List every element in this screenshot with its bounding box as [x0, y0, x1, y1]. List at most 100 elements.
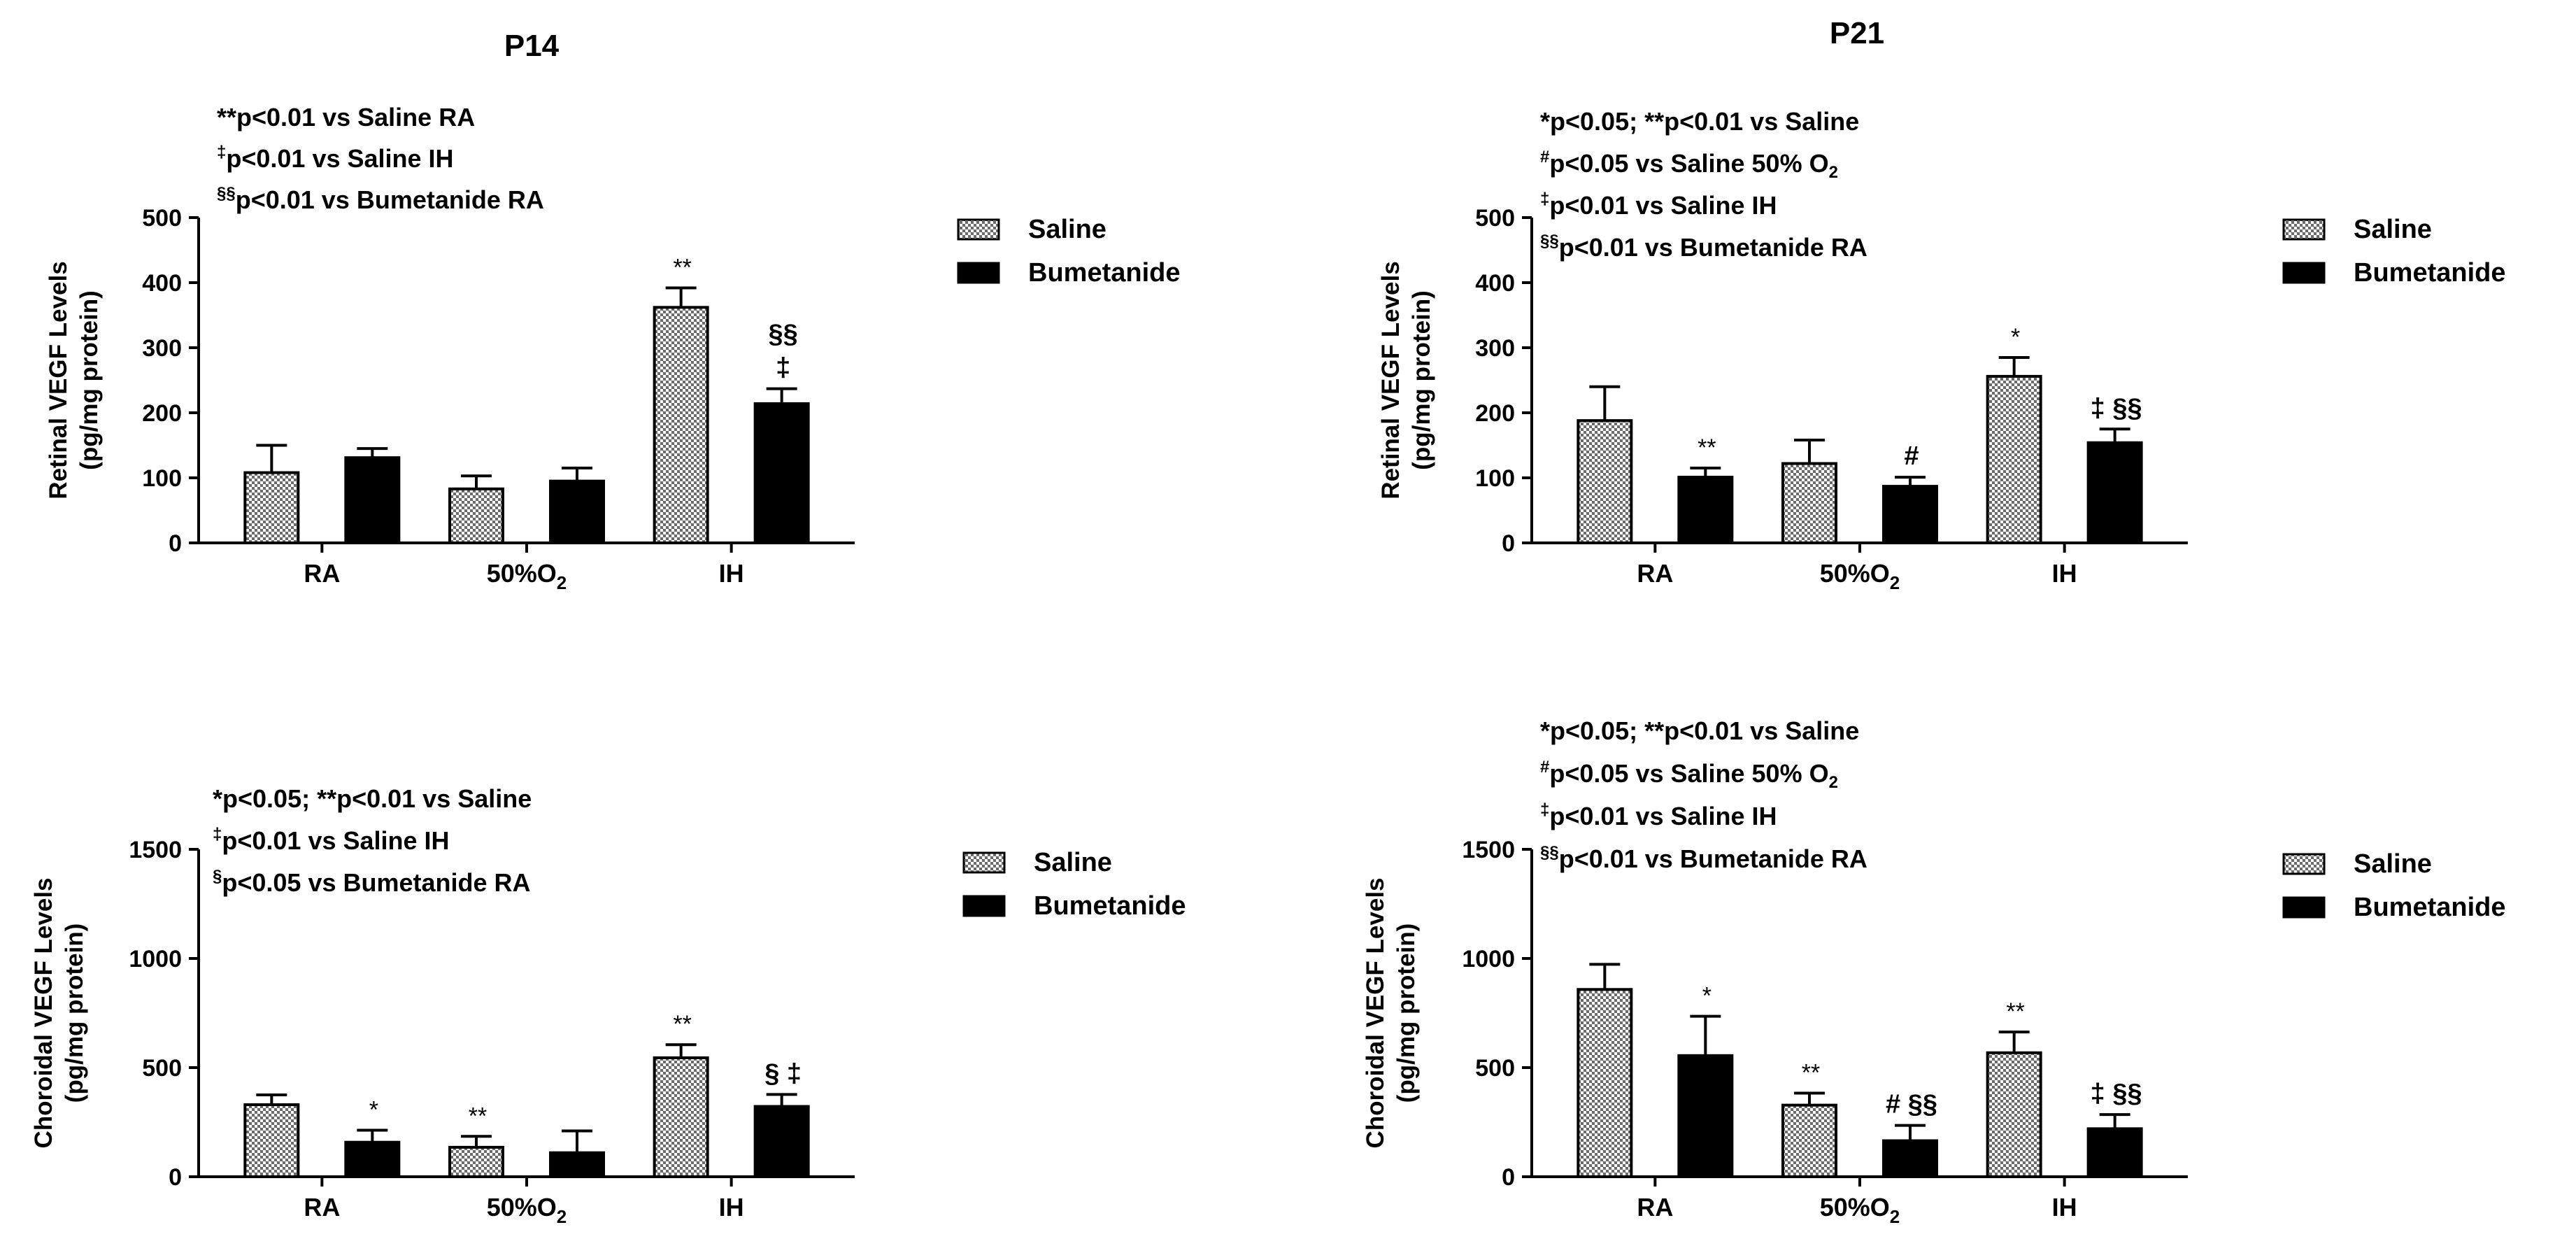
significance-note: §§p<0.01 vs Bumetanide RA — [1540, 232, 1867, 262]
significance-marker: # §§ — [1886, 1090, 1937, 1119]
legend-label: Saline — [1028, 215, 1106, 244]
y-tick-label: 1500 — [129, 837, 182, 863]
chart-panel-3: *p<0.05; **p<0.01 vs Saline ‡p<0.01 vs Sa… — [30, 784, 1186, 1227]
y-tick-label: 1000 — [129, 946, 182, 972]
x-tick-label: RA — [1637, 1193, 1673, 1222]
y-tick-label: 0 — [1502, 530, 1515, 557]
significance-marker: ‡ §§ — [2091, 393, 2142, 423]
significance-marker: ‡ — [776, 353, 790, 383]
significance-marker: §§ — [769, 320, 798, 349]
legend-swatch — [962, 895, 1006, 917]
bar-saline — [1781, 462, 1837, 544]
legend-swatch — [2282, 262, 2326, 284]
bar-bumetanide — [1882, 485, 1938, 545]
bar-saline — [243, 1103, 300, 1179]
significance-marker: * — [369, 1097, 378, 1124]
y-tick-label: 500 — [142, 205, 182, 232]
y-tick-label: 300 — [142, 335, 182, 362]
y-tick-label: 200 — [1475, 400, 1515, 427]
bar-bumetanide — [344, 456, 401, 544]
bar-saline — [1577, 988, 1633, 1178]
y-tick-label: 500 — [142, 1055, 182, 1082]
y-axis-label-units: (pg/mg protein) — [76, 290, 103, 470]
bar-bumetanide — [549, 479, 605, 545]
legend-label: Bumetanide — [1028, 258, 1180, 288]
significance-marker: ** — [673, 1011, 691, 1038]
bar-saline — [653, 1056, 709, 1178]
significance-marker: ** — [673, 254, 691, 281]
legend-label: Bumetanide — [2354, 258, 2505, 288]
significance-note: ‡p<0.01 vs Saline IH — [217, 143, 454, 173]
y-axis-label-units: (pg/mg protein) — [61, 923, 88, 1103]
bar-bumetanide — [1677, 476, 1734, 545]
legend-swatch — [957, 218, 1000, 241]
x-tick-label: IH — [2052, 1193, 2077, 1222]
legend-label: Bumetanide — [2354, 893, 2505, 922]
significance-marker: # — [1904, 441, 1919, 471]
y-tick-label: 400 — [1475, 270, 1515, 297]
x-tick-label: 50%O2 — [1820, 1193, 1900, 1227]
y-tick-label: 300 — [1475, 335, 1515, 362]
bar-bumetanide — [753, 1105, 810, 1179]
significance-marker: ** — [469, 1103, 487, 1129]
x-tick-label: RA — [1637, 559, 1673, 588]
y-tick-label: 200 — [142, 400, 182, 427]
significance-marker: ** — [1698, 434, 1716, 461]
y-tick-label: 100 — [1475, 465, 1515, 492]
bar-saline — [1577, 419, 1633, 544]
legend-swatch — [2282, 853, 2326, 875]
significance-note: §§p<0.01 vs Bumetanide RA — [217, 184, 544, 214]
significance-marker: § ‡ — [764, 1059, 802, 1088]
y-tick-label: 0 — [169, 1164, 182, 1191]
x-tick-label: 50%O2 — [1820, 559, 1900, 593]
y-tick-label: 400 — [142, 270, 182, 297]
significance-marker: ** — [1802, 1060, 1820, 1086]
significance-marker: * — [2011, 324, 2020, 351]
legend-label: Saline — [2354, 215, 2432, 244]
y-tick-label: 100 — [142, 465, 182, 492]
y-axis-label: Retinal VEGF Levels — [45, 261, 72, 499]
significance-note: #p<0.05 vs Saline 50% O2 — [1540, 148, 1838, 182]
significance-note: ‡p<0.01 vs Saline IH — [213, 825, 450, 855]
legend-label: Saline — [1034, 848, 1112, 877]
bar-bumetanide — [2086, 1127, 2143, 1178]
x-tick-label: RA — [304, 1193, 340, 1222]
legend-label: Bumetanide — [1034, 891, 1186, 921]
bar-bumetanide — [549, 1151, 605, 1179]
significance-note: §p<0.05 vs Bumetanide RA — [213, 867, 531, 897]
x-tick-label: 50%O2 — [487, 1193, 567, 1227]
significance-note: *p<0.05; **p<0.01 vs Saline — [1540, 716, 1859, 745]
y-tick-label: 1500 — [1462, 837, 1515, 863]
chart-panel-2: P21 *p<0.05; **p<0.01 vs Saline #p<0.05 vs… — [1377, 16, 2505, 593]
bar-bumetanide — [1677, 1054, 1734, 1178]
significance-note: ‡p<0.01 vs Saline IH — [1540, 190, 1777, 220]
x-tick-label: IH — [719, 1193, 744, 1222]
chart-panel-4: *p<0.05; **p<0.01 vs Saline #p<0.05 vs Sa… — [1362, 716, 2505, 1227]
bar-bumetanide — [344, 1140, 401, 1178]
y-tick-label: 1000 — [1462, 946, 1515, 972]
x-tick-label: RA — [304, 559, 340, 588]
significance-marker: ‡ §§ — [2091, 1079, 2142, 1108]
significance-note: *p<0.05; **p<0.01 vs Saline — [213, 784, 532, 813]
bar-bumetanide — [2086, 441, 2143, 545]
bar-saline — [1781, 1103, 1837, 1178]
bar-saline — [1986, 1051, 2042, 1179]
x-tick-label: IH — [2052, 559, 2077, 588]
y-tick-label: 0 — [169, 530, 182, 557]
significance-note: ‡p<0.01 vs Saline IH — [1540, 800, 1777, 830]
bar-saline — [243, 471, 300, 544]
legend-swatch — [957, 262, 1000, 284]
legend-swatch — [962, 851, 1006, 874]
y-axis-label: Choroidal VEGF Levels — [1362, 877, 1389, 1148]
significance-note: #p<0.05 vs Saline 50% O2 — [1540, 758, 1838, 792]
y-axis-label-units: (pg/mg protein) — [1393, 923, 1420, 1103]
y-axis-label: Choroidal VEGF Levels — [30, 877, 57, 1148]
y-tick-label: 500 — [1475, 1055, 1515, 1082]
legend-label: Saline — [2354, 849, 2432, 879]
significance-marker: ** — [2006, 998, 2024, 1025]
significance-note: *p<0.05; **p<0.01 vs Saline — [1540, 107, 1859, 136]
y-axis-label: Retinal VEGF Levels — [1377, 261, 1404, 499]
bar-saline — [448, 487, 504, 544]
significance-note: **p<0.01 vs Saline RA — [217, 103, 475, 132]
